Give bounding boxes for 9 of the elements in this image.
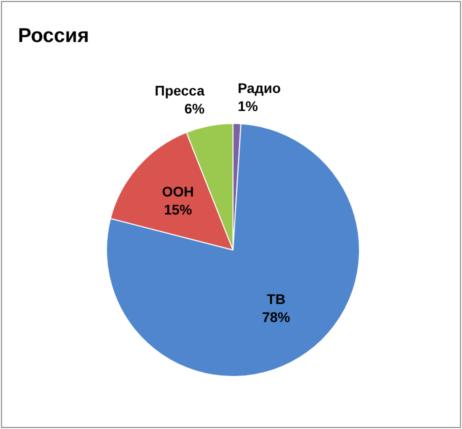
slice-label: Радио	[238, 80, 281, 96]
slice-label: Пресса	[154, 82, 205, 99]
data-label: 1%	[238, 98, 259, 114]
data-label: 78%	[262, 309, 291, 326]
slice-label: ТВ	[266, 291, 286, 308]
data-label: 6%	[184, 100, 206, 117]
data-label: 15%	[164, 201, 193, 218]
slice-label: ООН	[162, 183, 194, 200]
chart-title: Россия	[18, 25, 90, 47]
